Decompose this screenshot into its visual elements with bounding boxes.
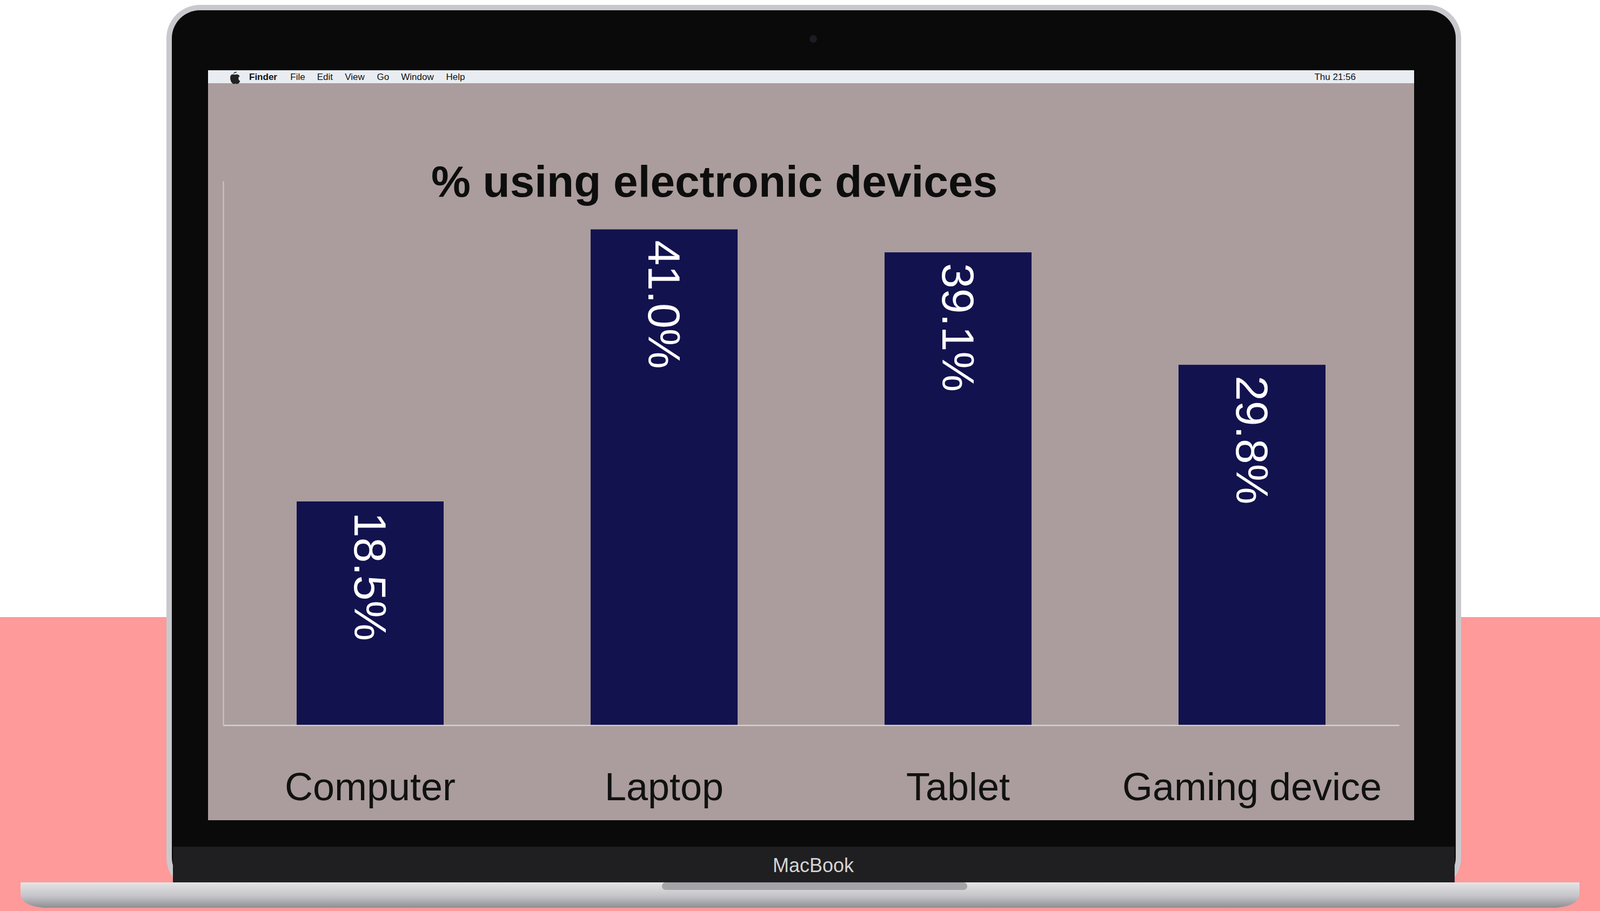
tick-label: Tablet	[906, 765, 1010, 809]
bar	[590, 229, 738, 726]
tick-label: Laptop	[604, 765, 724, 809]
tick: Laptop	[604, 765, 724, 809]
menu-item: File	[290, 71, 305, 83]
menu-bar	[208, 70, 1415, 84]
menu-item: Window	[400, 71, 434, 83]
tick: Gaming device	[1122, 765, 1382, 809]
tick: Computer	[284, 765, 456, 809]
data-label: 39.1%	[932, 263, 984, 392]
page: MacBook Finder File Edit View Go Window Help Thu…	[0, 0, 1600, 911]
data-label: 29.8%	[1226, 375, 1278, 505]
brand-label: MacBook	[772, 854, 855, 877]
bar	[884, 252, 1032, 726]
chart-title: % using electronic devices	[431, 156, 998, 206]
bars	[296, 229, 1326, 726]
bar	[1178, 364, 1326, 726]
axis-line	[223, 181, 225, 726]
menu-clock: Thu 21:56	[1314, 71, 1356, 83]
y-axis	[223, 181, 224, 726]
apple-icon	[230, 71, 241, 84]
laptop-base	[20, 882, 1580, 908]
camera	[809, 35, 818, 43]
data-label: 18.5%	[344, 512, 396, 641]
tick-label: Gaming device	[1122, 765, 1382, 809]
menu-item: Edit	[317, 71, 334, 83]
menu-item: Go	[377, 71, 390, 83]
laptop-notch	[661, 882, 968, 890]
menu-app: Finder	[249, 71, 278, 83]
data-labels: 18.5% 41.0% 39.1% 29.8%	[344, 240, 1278, 642]
axis-line	[223, 725, 1400, 727]
x-axis: Computer Laptop Tablet Gaming device	[223, 725, 1400, 809]
laptop-bezel	[171, 10, 1456, 886]
tick: Tablet	[906, 765, 1010, 809]
background	[0, 0, 1600, 911]
screen	[208, 70, 1415, 821]
laptop-chin	[172, 846, 1455, 883]
menu-item: Help	[445, 71, 465, 83]
bar	[296, 501, 444, 726]
data-label: 41.0%	[638, 240, 690, 370]
laptop-frame	[166, 4, 1462, 892]
tick-label: Computer	[284, 765, 456, 809]
menu-item: View	[344, 71, 365, 83]
